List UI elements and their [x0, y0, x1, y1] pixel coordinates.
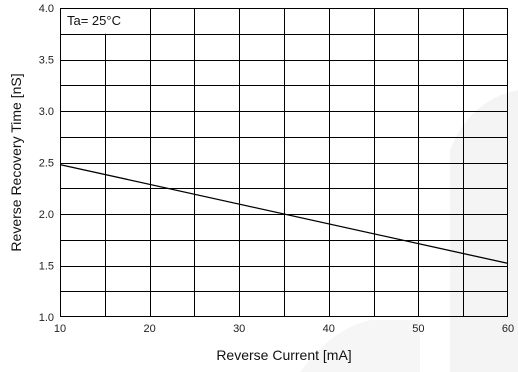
y-tick-label: 4.0 — [39, 3, 54, 15]
plot-frame — [60, 8, 508, 317]
x-tick-label: 20 — [143, 323, 155, 335]
background-watermark — [450, 90, 518, 372]
y-tick-label: 2.0 — [39, 209, 54, 221]
y-tick-label: 3.0 — [39, 106, 54, 118]
y-tick-labels: 1.0 1.5 2.0 2.5 3.0 3.5 4.0 — [39, 3, 54, 324]
y-tick-label: 1.5 — [39, 261, 54, 273]
x-tick-label: 40 — [323, 323, 335, 335]
y-tick-label: 3.5 — [39, 55, 54, 67]
x-axis-title: Reverse Current [mA] — [216, 347, 351, 363]
y-tick-label: 2.5 — [39, 158, 54, 170]
x-tick-label: 60 — [502, 323, 514, 335]
series-layer — [59, 163, 509, 265]
x-tick-labels: 10 20 30 40 50 60 — [54, 323, 514, 335]
grid — [60, 8, 508, 317]
series-line — [59, 163, 509, 265]
x-tick-label: 10 — [54, 323, 66, 335]
x-tick-label: 30 — [233, 323, 245, 335]
temperature-annotation: Ta= 25°C — [67, 13, 121, 28]
annotation-box — [61, 9, 149, 34]
x-tick-label: 50 — [412, 323, 424, 335]
y-tick-label: 1.0 — [39, 312, 54, 324]
y-axis-title: Reverse Recovery Time [nS] — [8, 73, 24, 251]
background-watermark-2 — [300, 320, 420, 372]
